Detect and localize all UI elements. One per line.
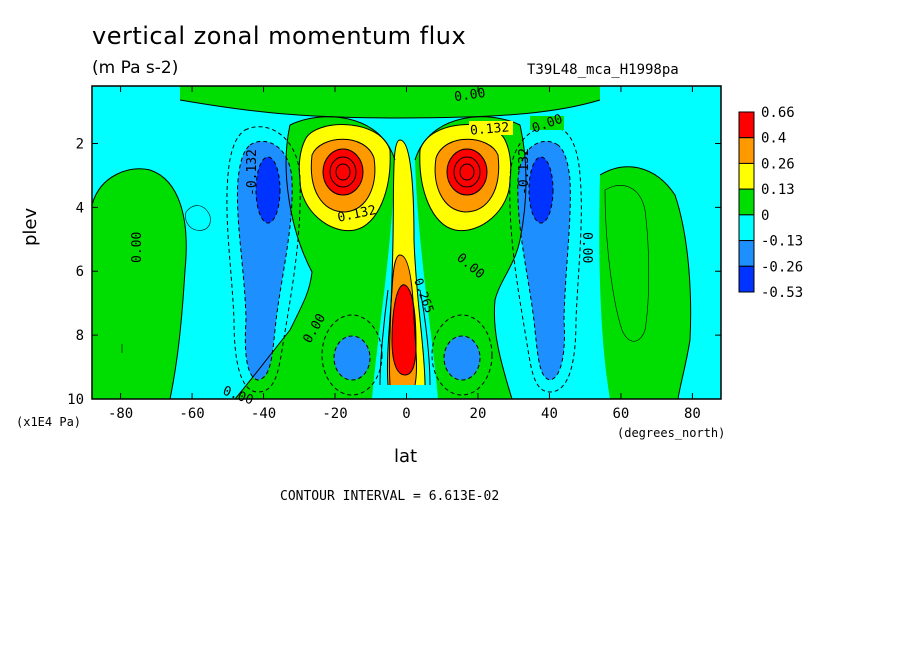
fill-dark-blue-left-core xyxy=(256,157,280,223)
fill-green-left-column xyxy=(92,168,187,399)
contour-zero-top xyxy=(179,99,601,119)
legend-swatch xyxy=(738,214,755,242)
x-axis-label: lat xyxy=(394,446,418,467)
contour-neg-left-mid xyxy=(236,140,293,381)
legend-label: 0.66 xyxy=(761,105,795,121)
y-tick-label: 8 xyxy=(76,328,84,344)
x-axis-unit: (degrees_north) xyxy=(617,426,726,440)
contour-center-extra xyxy=(379,289,431,386)
legend-swatch xyxy=(738,111,755,139)
contour-yellow-center xyxy=(388,139,426,386)
fill-blue-right-lower xyxy=(444,336,480,380)
x-tick-label: 20 xyxy=(470,406,487,422)
contour-label-pos-right: 0.132 xyxy=(470,120,510,138)
contour-label-neg-right: -0.132 xyxy=(517,148,532,195)
contour-red-center xyxy=(391,284,417,376)
contour-lines xyxy=(92,99,692,399)
legend-label: 0.26 xyxy=(761,156,795,172)
x-tick-label: 40 xyxy=(541,406,558,422)
contour-interval-text: CONTOUR INTERVAL = 6.613E-02 xyxy=(280,489,500,504)
contour-neg-right-lower-outer xyxy=(431,314,493,396)
y-tick-label: 10 xyxy=(67,392,84,408)
legend-swatch xyxy=(738,188,755,216)
legend-label: -0.26 xyxy=(761,259,803,275)
contour-neg-left-lower-outer xyxy=(321,314,383,396)
fill-red-left-core xyxy=(323,149,363,195)
x-tick-label: 60 xyxy=(613,406,630,422)
x-tick-label: 80 xyxy=(684,406,701,422)
legend-swatch xyxy=(738,137,755,164)
contour-neg-left-lower xyxy=(333,335,371,381)
contour-thin-right xyxy=(604,185,650,342)
fill-red-right-core xyxy=(447,149,487,195)
x-tick-label: -20 xyxy=(322,406,347,422)
contour-label-neg-left: -0.132 xyxy=(245,149,260,196)
axes: -80 -60 -40 -20 0 20 40 60 80 2 4 6 8 10 xyxy=(67,86,721,422)
contour-label-zero-right: 0.00 xyxy=(579,232,594,263)
contour-thin-left xyxy=(185,205,211,231)
contour-neg-right-core xyxy=(528,156,554,224)
contour-orange-center xyxy=(386,254,418,386)
x-tick-label: -80 xyxy=(108,406,133,422)
contour-neg-left-core xyxy=(255,156,281,224)
fill-green-top-band xyxy=(180,86,600,118)
contour-zero-right xyxy=(599,166,692,399)
legend: 0.66 0.4 0.26 0.13 0 -0.13 -0.26 -0.53 xyxy=(738,105,803,301)
legend-label: -0.53 xyxy=(761,285,803,301)
contour-lines-negative xyxy=(226,126,582,396)
contour-neg-right-mid xyxy=(517,140,571,381)
contour-red-left-3 xyxy=(335,163,351,181)
legend-label: 0.4 xyxy=(761,131,786,147)
fill-blue-left-lower xyxy=(334,336,370,380)
legend-swatch xyxy=(738,162,755,190)
contour-neg-right-outer xyxy=(509,126,582,393)
legend-label: 0 xyxy=(761,208,769,224)
contour-orange-left xyxy=(310,138,376,213)
contour-fills xyxy=(92,86,691,399)
legend-swatch xyxy=(738,265,755,293)
y-tick-label: 6 xyxy=(76,264,84,280)
contour-red-right-3 xyxy=(459,163,475,181)
run-label: T39L48_mca_H1998pa xyxy=(527,62,679,78)
legend-swatch xyxy=(738,240,755,267)
chart-units: (m Pa s-2) xyxy=(92,58,179,78)
contour-yellow-right xyxy=(419,124,512,232)
contour-label-zero-left: 0.00 xyxy=(130,232,145,263)
contour-lines-thin xyxy=(121,185,650,353)
x-tick-label: -40 xyxy=(251,406,276,422)
contour-red-left-2 xyxy=(329,156,357,188)
contour-orange-right xyxy=(434,138,500,213)
legend-label: 0.13 xyxy=(761,182,795,198)
contour-red-right-2 xyxy=(453,156,481,188)
y-tick-label: 4 xyxy=(76,200,84,216)
contour-zero-left xyxy=(92,168,187,399)
legend-label: -0.13 xyxy=(761,234,803,250)
y-tick-label: 2 xyxy=(76,136,84,152)
contour-red-right-1 xyxy=(446,148,488,196)
fill-green-right-column xyxy=(599,166,691,399)
x-tick-label: -60 xyxy=(179,406,204,422)
contour-neg-right-lower xyxy=(443,335,481,381)
fill-red-center-column xyxy=(392,284,416,375)
fill-dark-blue-right-core xyxy=(529,157,553,223)
y-axis-unit: (x1E4 Pa) xyxy=(16,415,82,429)
x-tick-label: 0 xyxy=(402,406,410,422)
contour-red-left-1 xyxy=(322,148,364,196)
chart-title: vertical zonal momentum flux xyxy=(92,22,467,50)
